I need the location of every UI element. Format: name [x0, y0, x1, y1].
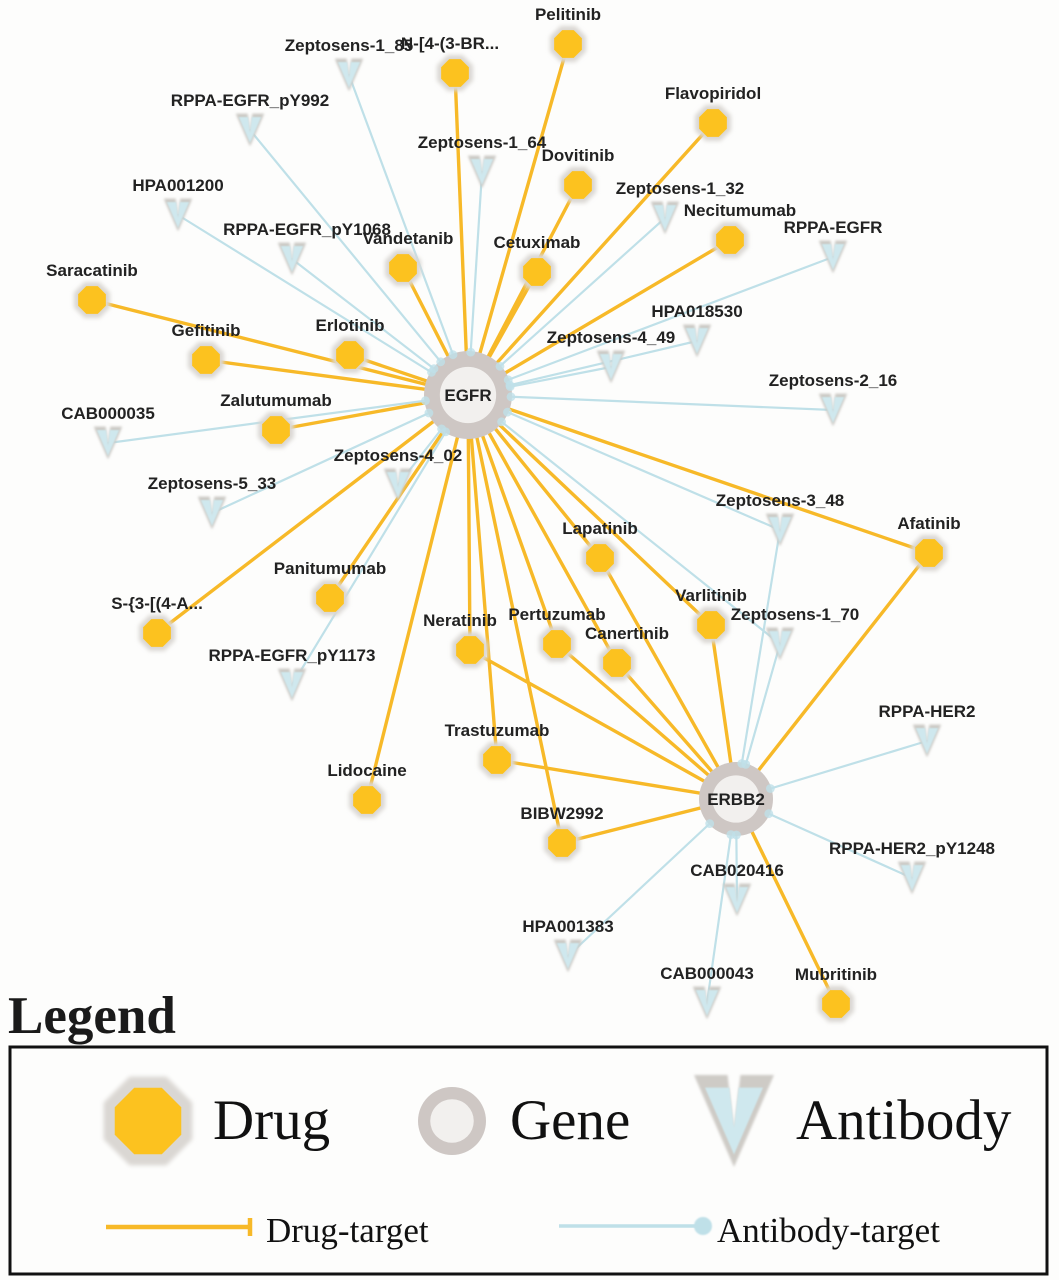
svg-text:RPPA-EGFR_pY1068: RPPA-EGFR_pY1068 — [223, 220, 391, 239]
svg-text:Gene: Gene — [510, 1089, 630, 1152]
svg-text:Lidocaine: Lidocaine — [327, 761, 406, 780]
svg-text:CAB020416: CAB020416 — [690, 861, 784, 880]
svg-text:HPA018530: HPA018530 — [651, 302, 742, 321]
svg-text:Neratinib: Neratinib — [423, 611, 497, 630]
svg-text:Drug-target: Drug-target — [266, 1211, 429, 1250]
svg-text:Erlotinib: Erlotinib — [316, 316, 385, 335]
svg-text:ERBB2: ERBB2 — [707, 790, 765, 809]
svg-text:Saracatinib: Saracatinib — [46, 261, 138, 280]
svg-text:RPPA-HER2_pY1248: RPPA-HER2_pY1248 — [829, 839, 995, 858]
svg-text:RPPA-EGFR_pY992: RPPA-EGFR_pY992 — [171, 91, 329, 110]
svg-text:Flavopiridol: Flavopiridol — [665, 84, 761, 103]
svg-text:Dovitinib: Dovitinib — [542, 146, 615, 165]
svg-text:Afatinib: Afatinib — [897, 514, 960, 533]
svg-text:Antibody-target: Antibody-target — [717, 1211, 940, 1250]
svg-text:S-{3-[(4-A...: S-{3-[(4-A... — [111, 594, 203, 613]
svg-text:Zeptosens-1_64: Zeptosens-1_64 — [418, 133, 547, 152]
svg-text:Zeptosens-1_32: Zeptosens-1_32 — [616, 179, 745, 198]
svg-text:Antibody: Antibody — [796, 1089, 1012, 1152]
svg-text:HPA001383: HPA001383 — [522, 917, 613, 936]
svg-text:Gefitinib: Gefitinib — [172, 321, 241, 340]
svg-text:Lapatinib: Lapatinib — [562, 519, 638, 538]
svg-text:Legend: Legend — [8, 987, 176, 1045]
svg-text:RPPA-EGFR_pY1173: RPPA-EGFR_pY1173 — [209, 646, 376, 665]
svg-text:EGFR: EGFR — [444, 386, 491, 405]
svg-text:Drug: Drug — [213, 1089, 330, 1152]
svg-text:Zeptosens-3_48: Zeptosens-3_48 — [716, 491, 845, 510]
svg-text:Varlitinib: Varlitinib — [675, 586, 747, 605]
svg-text:Trastuzumab: Trastuzumab — [445, 721, 550, 740]
svg-text:Cetuximab: Cetuximab — [494, 233, 581, 252]
svg-text:Zeptosens-1_85: Zeptosens-1_85 — [285, 36, 414, 55]
svg-text:Zeptosens-4_49: Zeptosens-4_49 — [547, 328, 676, 347]
svg-text:Pelitinib: Pelitinib — [535, 5, 601, 24]
svg-text:Pertuzumab: Pertuzumab — [508, 605, 605, 624]
svg-text:HPA001200: HPA001200 — [132, 176, 223, 195]
svg-text:Panitumumab: Panitumumab — [274, 559, 386, 578]
svg-text:CAB000035: CAB000035 — [61, 404, 155, 423]
svg-text:CAB000043: CAB000043 — [660, 964, 754, 983]
svg-text:Zeptosens-5_33: Zeptosens-5_33 — [148, 474, 277, 493]
svg-text:Canertinib: Canertinib — [585, 624, 669, 643]
svg-text:BIBW2992: BIBW2992 — [520, 804, 603, 823]
svg-text:Zeptosens-1_70: Zeptosens-1_70 — [731, 605, 860, 624]
svg-text:RPPA-EGFR: RPPA-EGFR — [784, 218, 883, 237]
svg-text:Zalutumumab: Zalutumumab — [220, 391, 331, 410]
svg-text:Mubritinib: Mubritinib — [795, 965, 877, 984]
svg-text:N-[4-(3-BR...: N-[4-(3-BR... — [401, 34, 499, 53]
svg-text:Necitumumab: Necitumumab — [684, 201, 796, 220]
svg-text:Zeptosens-2_16: Zeptosens-2_16 — [769, 371, 898, 390]
svg-text:Zeptosens-4_02: Zeptosens-4_02 — [334, 446, 463, 465]
svg-text:RPPA-HER2: RPPA-HER2 — [879, 702, 976, 721]
